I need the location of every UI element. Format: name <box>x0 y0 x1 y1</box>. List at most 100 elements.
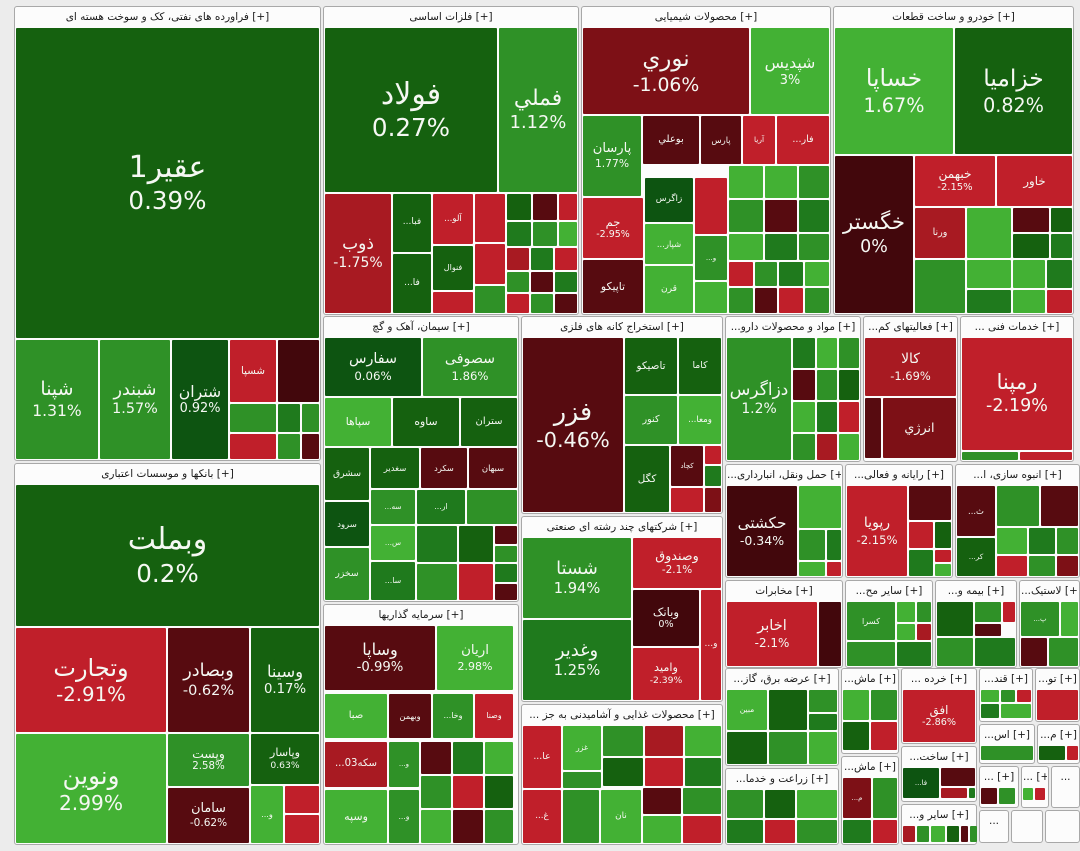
cell-pharma-8[interactable] <box>817 402 837 432</box>
tile-food-0[interactable]: ...عا <box>523 726 561 788</box>
tile-multi-3[interactable]: وبانک 0% <box>633 590 699 646</box>
cell-agri-1[interactable] <box>765 790 795 818</box>
sector-header-empty-1[interactable]: ... <box>981 812 1007 831</box>
tile-realestate-1[interactable]: ...کر <box>957 538 995 576</box>
tile-banks-8[interactable]: ...و <box>251 786 283 843</box>
cell-metals-14[interactable] <box>507 222 531 246</box>
cell-insurance-2[interactable] <box>1003 602 1015 622</box>
tile-chem-13[interactable]: ...و <box>695 236 727 280</box>
cell-oil-6[interactable] <box>230 404 276 432</box>
cell-metals-25[interactable] <box>555 294 577 313</box>
tile-invest-5[interactable]: وصنا <box>475 694 513 738</box>
cell-mach-1-2[interactable] <box>843 722 869 750</box>
cell-auto-10[interactable] <box>1051 234 1072 258</box>
cell-mach-1-1[interactable] <box>871 690 897 720</box>
sector-header-tiny-1[interactable]: ... [+] <box>981 768 1017 787</box>
tile-chem-10[interactable]: ...شپار <box>645 224 693 264</box>
tile-banks-6[interactable]: وپاسار 0.63% <box>251 734 319 784</box>
cell-oil-11[interactable] <box>302 434 319 459</box>
sector-header-auto[interactable]: خودرو و ساخت قطعات [+] <box>835 8 1072 27</box>
cell-realestate-4[interactable] <box>997 528 1027 554</box>
tile-pharma-0[interactable]: دزاگرس 1.2% <box>727 338 791 460</box>
cell-pharma-2[interactable] <box>817 338 837 368</box>
cell-rubber-1[interactable] <box>1061 602 1078 636</box>
cell-pharma-10[interactable] <box>793 434 815 460</box>
tile-chem-3[interactable]: بوعلي <box>643 116 699 164</box>
cell-transport-5[interactable] <box>827 562 841 576</box>
tile-mining-1[interactable]: تاصیکو <box>625 338 677 394</box>
cell-mach-1-0[interactable] <box>843 690 869 720</box>
cell-power-2[interactable] <box>809 690 837 712</box>
cell-realestate-6[interactable] <box>1057 528 1078 554</box>
cell-realestate-3[interactable] <box>1041 486 1078 526</box>
sector-header-pharma[interactable]: ...مواد و محصولات دارو [+] <box>727 318 859 337</box>
cell-oil-9[interactable] <box>230 434 276 459</box>
sector-header-rubber[interactable]: ...لاستیک [+] <box>1021 582 1078 601</box>
tile-metals-0[interactable]: فولاد 0.27% <box>325 28 497 192</box>
tile-chem-11[interactable]: قرن <box>645 266 693 313</box>
cell-food-14[interactable] <box>643 816 681 843</box>
tile-chem-7[interactable]: جم -2.95% <box>583 198 643 258</box>
cell-auto-8[interactable] <box>1051 208 1072 232</box>
tile-invest-6[interactable]: ...سکه03 <box>325 742 387 787</box>
tile-aux-activities-0[interactable]: کالا -1.69% <box>865 338 956 396</box>
tile-cement-7[interactable]: سکرد <box>421 448 467 488</box>
cell-computer-4[interactable] <box>909 550 933 576</box>
tile-telecom-0[interactable]: اخابر -2.1% <box>727 602 817 666</box>
sector-header-tiny-3[interactable]: ... <box>1053 768 1078 787</box>
cell-realestate-2[interactable] <box>997 486 1039 526</box>
cell-invest-14[interactable] <box>453 776 483 808</box>
cell-tiny-2-1[interactable] <box>1035 788 1045 800</box>
cell-power-5[interactable] <box>769 732 807 764</box>
tile-power-0[interactable]: مبین <box>727 690 767 730</box>
tile-multi-5[interactable]: ...و <box>701 590 721 700</box>
cell-pharma-3[interactable] <box>839 338 859 368</box>
cell-power-4[interactable] <box>727 732 767 764</box>
cell-cement-18[interactable] <box>495 526 517 544</box>
cell-metals-8[interactable] <box>475 194 505 242</box>
tile-oil-3[interactable]: شتران 0.92% <box>172 340 228 459</box>
cell-pharma-9[interactable] <box>839 402 859 432</box>
sector-header-mach-2[interactable]: ...ماش [+] <box>843 758 897 777</box>
sector-header-computer[interactable]: ...رایانه و فعالی [+] <box>847 466 951 485</box>
cell-oil-7[interactable] <box>278 404 300 432</box>
cell-food-7[interactable] <box>645 726 683 756</box>
cell-transport-4[interactable] <box>799 562 825 576</box>
cell-tiny-1-0[interactable] <box>981 788 997 804</box>
tile-construction-0[interactable]: ...فا <box>903 768 939 798</box>
cell-chem-12[interactable] <box>695 178 727 234</box>
cell-auto-12[interactable] <box>967 260 1011 288</box>
cell-chem-31[interactable] <box>805 288 829 313</box>
tile-computer-0[interactable]: رپویا -2.15% <box>847 486 907 576</box>
cell-metals-24[interactable] <box>531 294 553 313</box>
cell-power-6[interactable] <box>809 732 837 764</box>
tile-banks-0[interactable]: وبملت 0.2% <box>16 485 319 626</box>
cell-metals-16[interactable] <box>559 222 577 246</box>
tile-food-5[interactable]: نان <box>601 790 641 843</box>
cell-computer-1[interactable] <box>909 486 951 520</box>
cell-chem-23[interactable] <box>799 234 829 260</box>
cell-auto-15[interactable] <box>1047 260 1072 288</box>
cell-auto-7[interactable] <box>1013 208 1049 232</box>
tile-cement-11[interactable]: سرود <box>325 502 369 546</box>
sector-header-chem[interactable]: محصولات شیمیایی [+] <box>583 8 829 27</box>
tile-metals-4[interactable]: ...فا <box>393 254 431 313</box>
tile-chem-8[interactable]: تاپیکو <box>583 260 643 313</box>
sector-header-sugar[interactable]: ...قند [+] <box>981 670 1031 689</box>
cell-construction-1[interactable] <box>941 768 975 786</box>
cell-auto-6[interactable] <box>967 208 1011 258</box>
cell-chem-17[interactable] <box>799 166 829 198</box>
cell-telecom-1[interactable] <box>819 602 841 666</box>
cell-chem-20[interactable] <box>799 200 829 232</box>
cell-mach-2-2[interactable] <box>843 820 871 843</box>
cell-food-11[interactable] <box>685 758 721 786</box>
cell-oil-10[interactable] <box>278 434 300 459</box>
cell-tech-services-2[interactable] <box>1020 452 1072 460</box>
tile-metals-2[interactable]: ذوب -1.75% <box>325 194 391 313</box>
cell-tou-0[interactable] <box>1037 690 1078 720</box>
tile-chem-4[interactable]: پارس <box>701 116 741 164</box>
sector-header-retail[interactable]: ... خرده [+] <box>903 670 975 689</box>
cell-metals-13[interactable] <box>559 194 577 220</box>
cell-metals-18[interactable] <box>531 248 553 270</box>
tile-cement-0[interactable]: سفارس 0.06% <box>325 338 421 396</box>
